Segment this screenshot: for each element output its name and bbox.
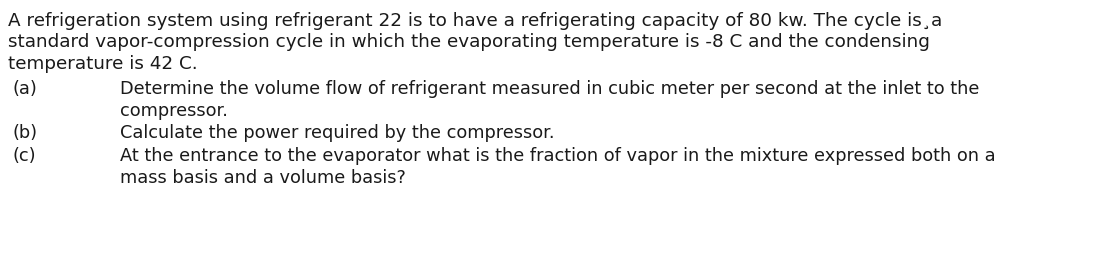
Text: temperature is 42 C.: temperature is 42 C. [8, 55, 198, 73]
Text: (b): (b) [13, 124, 38, 142]
Text: mass basis and a volume basis?: mass basis and a volume basis? [120, 169, 406, 187]
Text: Determine the volume flow of refrigerant measured in cubic meter per second at t: Determine the volume flow of refrigerant… [120, 80, 979, 98]
Text: compressor.: compressor. [120, 102, 227, 120]
Text: (a): (a) [13, 80, 37, 98]
Text: At the entrance to the evaporator what is the fraction of vapor in the mixture e: At the entrance to the evaporator what i… [120, 147, 996, 165]
Text: A refrigeration system using refrigerant 22 is to have a refrigerating capacity : A refrigeration system using refrigerant… [8, 12, 942, 30]
Text: (c): (c) [13, 147, 36, 165]
Text: standard vapor-compression cycle in which the evaporating temperature is -8 C an: standard vapor-compression cycle in whic… [8, 33, 930, 51]
Text: Calculate the power required by the compressor.: Calculate the power required by the comp… [120, 124, 555, 142]
